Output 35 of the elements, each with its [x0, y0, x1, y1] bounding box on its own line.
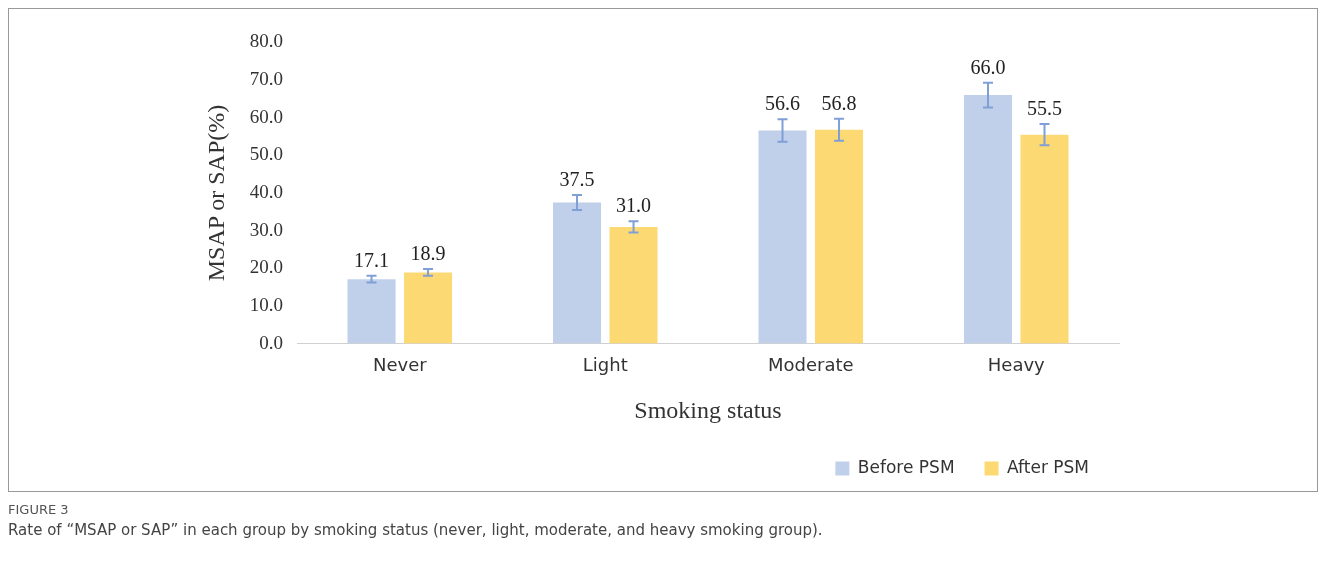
- text: Rate of “MSAP or SAP” in each group by smoking status (never, light, moderate, and heavy smoking group).: [8, 521, 824, 539]
- y-tick-label: 80.0: [249, 30, 284, 52]
- x-axis-title: Smoking status: [634, 396, 782, 423]
- bar: [1020, 134, 1069, 344]
- y-tick-label: 10.0: [249, 293, 284, 315]
- y-tick-label: 50.0: [249, 143, 284, 165]
- y-tick-label: 70.0: [249, 68, 284, 90]
- data-label: 55.5: [1027, 97, 1063, 120]
- y-tick-label: 60.0: [249, 105, 284, 127]
- legend-label: After PSM: [1007, 456, 1089, 477]
- y-axis-title: MSAP or SAP(%): [202, 104, 229, 282]
- y-tick-label: 20.0: [249, 256, 284, 278]
- y-tick-label: 30.0: [249, 218, 284, 240]
- bar: [963, 95, 1013, 344]
- data-label: 66.0: [970, 55, 1006, 78]
- bar: [815, 129, 864, 344]
- data-label: 37.5: [559, 168, 595, 191]
- y-tick-label: 0.0: [259, 331, 284, 353]
- x-tick-label: Heavy: [987, 354, 1046, 376]
- legend-label: Before PSM: [857, 456, 955, 477]
- bar: [758, 130, 807, 344]
- data-label: 17.1: [354, 249, 390, 272]
- data-label: 31.0: [616, 194, 652, 217]
- x-tick-label: Moderate: [767, 354, 854, 376]
- bar: [553, 202, 602, 344]
- x-tick-label: Light: [582, 354, 628, 376]
- x-tick-label: Never: [372, 354, 428, 376]
- data-label: 18.9: [410, 242, 446, 265]
- bar: [347, 279, 396, 344]
- bar: [404, 272, 453, 344]
- y-tick-label: 40.0: [249, 180, 284, 202]
- data-label: 56.6: [765, 92, 801, 115]
- bar: [609, 226, 658, 344]
- caption: FIGURE 3: [8, 502, 70, 517]
- data-label: 56.8: [821, 92, 857, 115]
